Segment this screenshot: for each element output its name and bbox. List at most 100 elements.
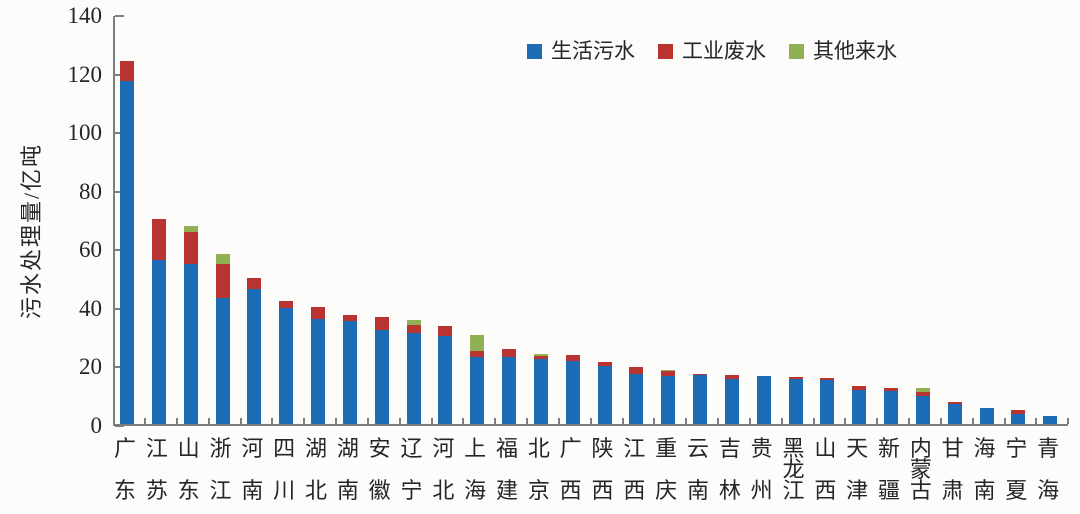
bar-segment-工业废水-安徽 [374, 317, 389, 331]
y-tick-label: 0 [90, 413, 103, 438]
x-category-label-安徽: 安徽 [367, 438, 393, 502]
legend-label: 其他来水 [813, 39, 897, 63]
x-label-char: 南 [336, 478, 359, 503]
bar-segment-生活污水-天津 [852, 389, 867, 424]
x-label-char: 河 [432, 436, 455, 461]
x-label-char: 海 [464, 478, 487, 503]
bar-segment-生活污水-陕西 [597, 366, 612, 424]
x-category-label-湖北: 湖北 [303, 438, 329, 502]
bar-segment-工业废水-上海 [470, 350, 485, 357]
bar-segment-工业废水-山西 [820, 377, 835, 381]
y-tick-label: 120 [67, 61, 103, 87]
x-axis-category-labels: 广东江苏山东浙江河南四川湖北湖南安徽辽宁河北上海福建北京广西陕西江西重庆云南吉林… [113, 438, 1068, 504]
x-tick-mark [621, 418, 624, 424]
x-category-label-贵州: 贵州 [749, 436, 775, 502]
bar-segment-生活污水-宁夏 [1011, 413, 1026, 424]
bar-segment-工业废水-湖北 [311, 306, 325, 319]
x-label-char: 西 [814, 478, 837, 503]
x-category-label-江西: 江西 [621, 438, 647, 502]
x-category-label-广东: 广东 [112, 436, 138, 502]
bar-segment-其他来水-内蒙古 [915, 388, 930, 392]
x-label-char: 苏 [145, 478, 168, 503]
x-category-label-江苏: 江苏 [144, 436, 170, 503]
x-category-label-云南: 云南 [685, 436, 711, 503]
x-label-char: 江 [145, 436, 168, 461]
x-label-char: 广 [113, 436, 136, 461]
legend-item-生活污水: 生活污水 [527, 41, 635, 62]
x-label-char: 四 [273, 436, 296, 461]
y-tick-mark [115, 366, 124, 369]
bar-segment-生活污水-上海 [470, 356, 485, 424]
x-category-label-上海: 上海 [462, 436, 488, 503]
legend-color-swatch [658, 44, 673, 59]
x-label-char: 津 [846, 478, 869, 503]
bar-segment-生活污水-福建 [502, 356, 516, 424]
bar-segment-生活污水-河北 [438, 336, 453, 424]
x-category-label-四川: 四川 [271, 436, 297, 502]
y-tick-mark [115, 425, 124, 427]
bar-segment-生活污水-广东 [120, 81, 134, 424]
x-tick-mark [557, 418, 560, 424]
x-category-label-重庆: 重庆 [653, 438, 679, 503]
x-label-char: 南 [973, 478, 996, 503]
bar-segment-工业废水-辽宁 [406, 325, 421, 334]
bar-segment-生活污水-湖南 [342, 320, 357, 424]
x-label-char: 北 [527, 436, 550, 461]
bar-segment-生活污水-江苏 [151, 260, 166, 424]
bar-segment-工业废水-福建 [502, 349, 516, 357]
x-tick-mark [271, 418, 274, 424]
x-label-char: 宁 [400, 478, 423, 503]
x-tick-mark [589, 418, 592, 424]
x-label-char: 黑 [782, 436, 805, 461]
x-tick-mark [1003, 418, 1006, 424]
bar-segment-生活污水-河南 [247, 289, 262, 424]
x-label-char: 东 [177, 478, 200, 503]
y-tick-label: 80 [79, 178, 102, 204]
x-category-label-青海: 青海 [1035, 438, 1061, 503]
x-label-char: 吉 [718, 436, 741, 461]
x-label-char: 南 [686, 478, 709, 503]
x-category-label-山东: 山东 [176, 438, 202, 503]
x-label-char: 福 [495, 436, 518, 461]
x-tick-mark [844, 418, 847, 424]
bar-segment-其他来水-上海 [470, 334, 485, 351]
bar-segment-工业废水-甘肃 [947, 402, 962, 404]
x-tick-mark [653, 418, 656, 424]
legend-label: 生活污水 [551, 39, 635, 63]
bar-segment-生活污水-重庆 [661, 375, 676, 424]
bar-segment-生活污水-广西 [565, 360, 580, 424]
x-category-label-陕西: 陕西 [590, 436, 616, 502]
x-label-char: 贵 [750, 436, 773, 461]
x-label-char: 辽 [400, 436, 423, 461]
x-tick-mark [1035, 418, 1038, 424]
x-label-char: 陕 [591, 436, 614, 461]
x-label-char: 庆 [655, 478, 678, 503]
bar-segment-生活污水-安徽 [374, 330, 389, 424]
x-label-char: 西 [559, 478, 582, 503]
x-label-char: 海 [1037, 478, 1060, 503]
x-label-char: 北 [432, 478, 455, 503]
x-label-char: 云 [686, 436, 709, 461]
bar-segment-工业废水-内蒙古 [915, 391, 930, 397]
x-category-label-浙江: 浙江 [208, 438, 234, 502]
bar-segment-生活污水-江西 [629, 374, 644, 424]
bar-segment-生活污水-吉林 [724, 378, 739, 424]
bar-segment-工业废水-河南 [247, 277, 262, 290]
bar-segment-生活污水-北京 [533, 358, 548, 424]
x-label-char: 湖 [336, 436, 359, 461]
x-category-label-广西: 广西 [558, 438, 584, 503]
bar-segment-工业废水-陕西 [597, 361, 612, 367]
bar-segment-工业废水-云南 [693, 374, 707, 376]
bar-segment-生活污水-湖北 [311, 318, 325, 424]
x-category-label-湖南: 湖南 [335, 436, 361, 503]
x-label-char: 建 [495, 478, 518, 503]
legend-item-工业废水: 工业废水 [658, 41, 766, 62]
chart-legend: 生活污水 工业废水 其他来水 [527, 41, 897, 62]
bar-segment-生活污水-青海 [1043, 415, 1058, 424]
x-label-char: 古 [909, 478, 932, 503]
bar-segment-工业废水-吉林 [724, 375, 739, 379]
x-label-char: 上 [464, 436, 487, 461]
x-tick-mark [780, 418, 783, 424]
y-tick-label: 60 [79, 237, 102, 263]
x-label-char: 肃 [941, 478, 964, 503]
